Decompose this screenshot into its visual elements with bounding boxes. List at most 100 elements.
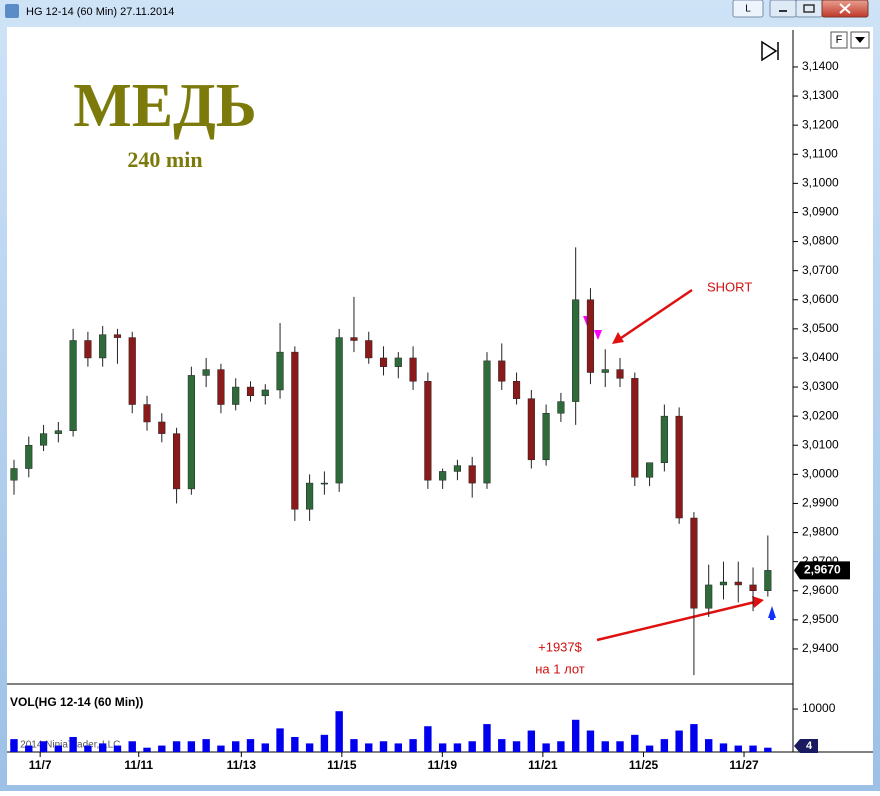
y-tick-label: 10000 — [802, 701, 836, 715]
volume-bar — [305, 743, 314, 752]
volume-bar — [527, 730, 536, 752]
candle-body — [158, 421, 166, 434]
arrow-head — [752, 596, 764, 608]
volume-bar — [143, 747, 151, 752]
annotation: на 1 лот — [535, 661, 585, 676]
volume-bar — [631, 734, 639, 752]
candle-body — [128, 337, 136, 405]
candle-body — [527, 398, 535, 461]
y-tick-label: 3,1000 — [802, 176, 839, 190]
y-tick-label: 3,1100 — [802, 146, 838, 160]
candle-body — [69, 340, 77, 431]
candle-body — [276, 351, 284, 391]
candle-body — [453, 465, 462, 472]
candle-body — [143, 404, 151, 423]
candle-body — [424, 380, 432, 481]
last-price-label: 2,9670 — [804, 563, 841, 577]
volume-bar — [764, 747, 772, 752]
candle-body — [616, 369, 624, 379]
volume-bar — [98, 743, 107, 752]
candle-body — [660, 415, 668, 463]
volume-bar — [365, 743, 373, 752]
volume-bar — [660, 739, 669, 752]
candle-body — [320, 482, 328, 485]
y-tick-label: 2,9500 — [802, 612, 839, 626]
candle-body — [84, 340, 92, 359]
candle-body — [25, 445, 33, 469]
candle-body — [586, 299, 595, 373]
exit-marker — [768, 606, 776, 620]
y-tick-label: 3,0000 — [802, 467, 839, 481]
candle-body — [483, 360, 491, 484]
volume-bar — [128, 741, 136, 752]
volume-bar — [586, 730, 595, 752]
candle-body — [557, 401, 565, 414]
candle-body — [246, 386, 255, 397]
volume-last-label: 4 — [806, 740, 813, 752]
candle-body — [39, 433, 48, 446]
x-tick-label: 11/21 — [528, 758, 558, 772]
volume-bar — [10, 739, 18, 752]
x-tick-label: 11/11 — [124, 758, 153, 772]
minimize-button[interactable] — [769, 0, 797, 18]
close-icon — [839, 3, 851, 14]
y-tick-label: 2,9900 — [802, 496, 839, 510]
candle-body — [646, 462, 654, 478]
volume-bar — [202, 739, 210, 752]
candle-body — [705, 584, 713, 609]
candle-body — [365, 340, 373, 359]
volume-bar — [246, 739, 255, 752]
candle-body — [734, 581, 742, 586]
scroll-end-button[interactable] — [761, 40, 779, 62]
candle-body — [749, 584, 757, 592]
volume-bar — [438, 743, 447, 752]
candle-body — [306, 482, 314, 510]
volume-bar — [705, 739, 713, 752]
chart-title: МЕДЬ — [73, 72, 257, 140]
volume-bar — [39, 741, 48, 752]
candle-body — [261, 389, 269, 397]
candle-body — [10, 468, 18, 481]
y-tick-label: 3,0700 — [802, 263, 839, 277]
volume-bar — [261, 743, 269, 752]
volume-bar — [690, 724, 698, 752]
volume-bar — [54, 745, 63, 752]
link-button[interactable] — [732, 0, 764, 18]
volume-bar — [601, 741, 609, 752]
volume-bar — [379, 741, 388, 752]
candle-body — [173, 433, 181, 490]
volume-bar — [217, 745, 225, 752]
volume-bar — [25, 745, 33, 752]
y-tick-label: 3,1200 — [802, 117, 839, 131]
annotation: SHORT — [707, 279, 752, 294]
y-tick-label: 3,0300 — [802, 379, 839, 393]
volume-bar — [645, 745, 654, 752]
y-tick-label: 2,9800 — [802, 525, 839, 539]
candle-body — [439, 471, 447, 481]
x-tick-label: 11/25 — [629, 758, 659, 772]
volume-bar — [571, 719, 580, 752]
arrow-line — [617, 288, 693, 342]
candle-body — [335, 337, 343, 484]
link-button-label[interactable]: L — [745, 4, 751, 15]
volume-bar — [424, 726, 432, 752]
chart-subtitle: 240 min — [127, 147, 202, 172]
maximize-button[interactable] — [795, 0, 823, 18]
volume-bar — [498, 739, 506, 752]
x-tick-label: 11/7 — [29, 758, 52, 772]
volume-bar — [542, 743, 550, 752]
y-tick-label: 3,0500 — [802, 321, 839, 335]
panel-button[interactable] — [830, 31, 848, 49]
y-tick-label: 2,9400 — [802, 641, 839, 655]
y-tick-label: 2,9600 — [802, 583, 839, 597]
app-icon — [5, 4, 19, 18]
volume-bar — [158, 745, 166, 752]
panel-button-label[interactable]: F — [836, 34, 843, 46]
maximize-icon — [803, 4, 815, 13]
candle-body — [542, 412, 550, 461]
x-tick-label: 11/19 — [428, 758, 458, 772]
volume-bar — [394, 743, 402, 752]
x-tick-label: 11/13 — [227, 758, 257, 772]
candle-body — [409, 357, 417, 382]
